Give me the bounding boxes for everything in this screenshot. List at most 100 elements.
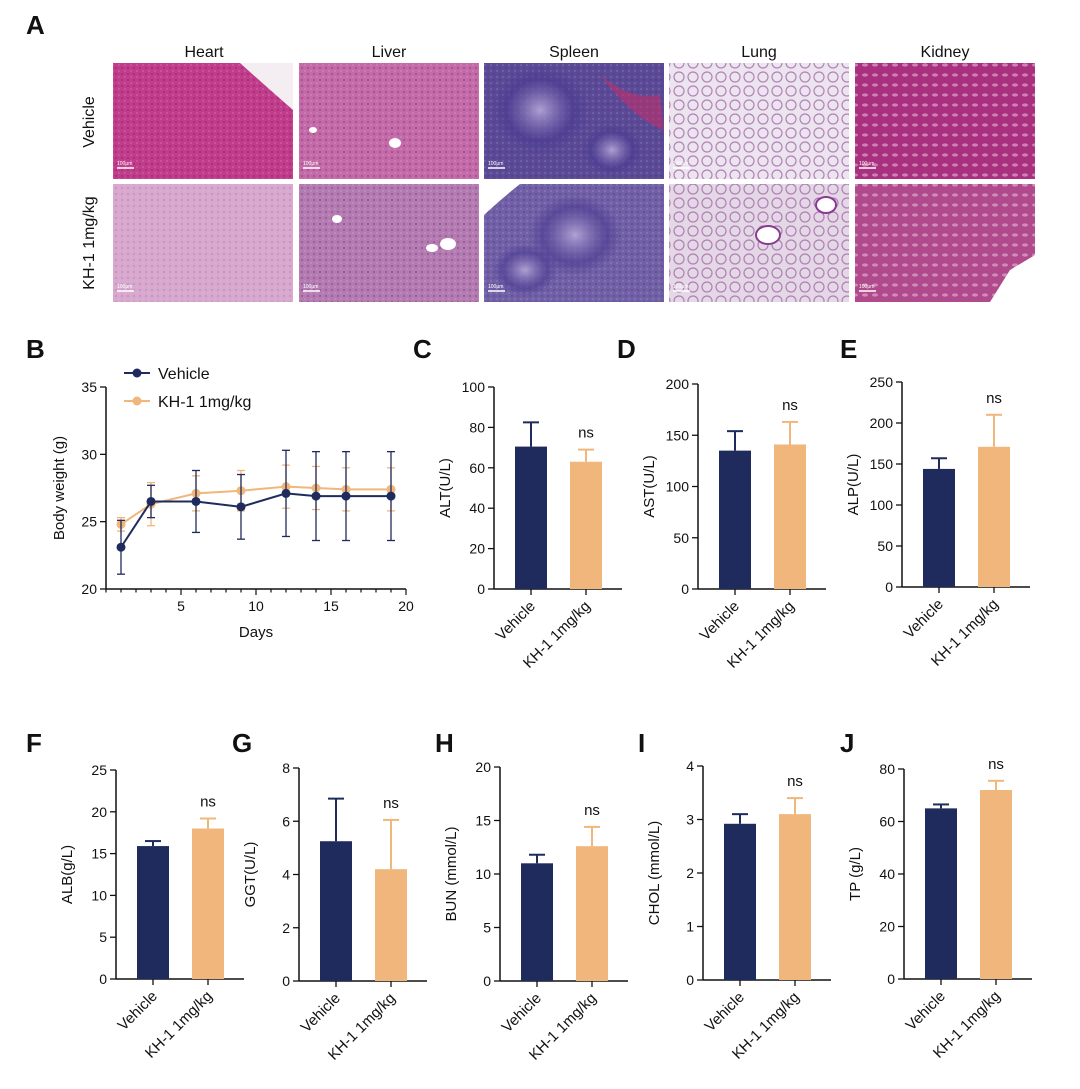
x-axis-label: Days [239,624,273,641]
bar-vehicle [719,450,751,589]
y-tick-label: 6 [282,813,290,829]
panel-label-i: I [638,728,645,758]
x-tick-label: 15 [323,598,339,614]
scale-bar-label: 100μm [673,161,688,167]
y-tick-label: 0 [686,972,694,988]
scale-bar-label: 100μm [117,284,132,290]
bar-kh1 [978,446,1010,587]
y-tick-label: 150 [666,427,690,443]
y-tick-label: 40 [469,500,485,516]
data-point [146,496,156,506]
y-tick-label: 10 [91,887,107,903]
bar-vehicle [925,808,957,979]
panel-label-b: B [26,334,45,364]
data-point [311,491,321,501]
significance-label: ns [383,795,399,812]
y-axis-label: CHOL (mmol/L) [646,821,663,925]
y-tick-label: 4 [686,758,694,774]
bar-kh1 [570,461,602,589]
y-tick-label: 0 [282,973,290,989]
legend: Vehicle KH-1 1mg/kg [124,366,251,411]
significance-label: ns [988,756,1004,773]
bar-vehicle [923,468,955,587]
category-label: Vehicle [115,988,161,1034]
y-axis-label: TP (g/L) [847,847,864,901]
body-weight-chart: 20 25 30 35 5 10 15 20 Days Body weight (g) Vehicl… [51,366,414,641]
series-vehicle [116,449,396,575]
data-point [236,502,246,512]
y-tick-label: 8 [282,760,290,776]
y-tick-label: 80 [469,419,485,435]
histology-tile-spleen-kh1 [484,184,664,302]
significance-label: ns [787,773,803,790]
scale-bar-label: 100μm [859,284,874,290]
y-tick-label: 50 [877,538,893,554]
bar-kh1 [774,444,806,589]
bar-vehicle [521,863,553,981]
histology-header-kidney: Kidney [921,44,970,61]
series-kh1 [116,464,396,532]
y-axis-label: ALB(g/L) [59,845,76,904]
significance-label: ns [200,793,216,810]
y-axis-label: BUN (mmol/L) [443,826,460,921]
y-tick-label: 2 [282,920,290,936]
bar-vehicle [320,841,352,981]
y-tick-label: 200 [870,415,894,431]
legend-marker [132,396,142,406]
y-tick-label: 5 [99,929,107,945]
bar-kh1 [375,869,407,981]
y-tick-label: 60 [879,814,895,830]
scale-bars: 100μm 100μm 100μm 100μm 100μm 100μm 100μ… [117,161,876,292]
category-label: Vehicle [702,989,748,1035]
histology-tile-heart-vehicle [113,63,293,179]
panel-label-j: J [840,728,854,758]
y-tick-label: 100 [462,379,486,395]
panel-label-d: D [617,334,636,364]
y-axis-label: Body weight (g) [51,436,68,540]
y-tick-label: 40 [879,866,895,882]
category-label: Vehicle [901,596,947,642]
y-tick-label: 250 [870,374,894,390]
y-tick-label: 5 [483,920,491,936]
category-label: Vehicle [697,598,743,644]
scale-bar-label: 100μm [303,284,318,290]
bar-kh1 [192,828,224,979]
scale-bar-label: 100μm [673,284,688,290]
y-tick-label: 0 [681,581,689,597]
y-tick-label: 150 [870,456,894,472]
data-point [341,491,351,501]
histology-tile-liver-kh1 [299,184,479,302]
data-point [191,496,201,506]
x-tick-label: 10 [248,598,264,614]
significance-label: ns [986,390,1002,407]
y-tick-label: 60 [469,460,485,476]
panel-label-a: A [26,10,45,40]
x-tick-label: 20 [398,598,414,614]
bar-kh1 [576,846,608,981]
y-tick-label: 0 [885,579,893,595]
scale-bar-label: 100μm [303,161,318,167]
legend-label: Vehicle [158,366,210,383]
y-tick-label: 20 [91,804,107,820]
y-tick-label: 1 [686,919,694,935]
y-tick-label: 15 [91,846,107,862]
panel-label-g: G [232,728,252,758]
histology-header-lung: Lung [741,44,777,61]
histology-tile-kidney-vehicle [855,63,1035,179]
y-tick-label: 3 [686,812,694,828]
panel-label-h: H [435,728,454,758]
histology-tile-heart-kh1 [113,184,293,302]
bar-vehicle [724,823,756,980]
panel-label-e: E [840,334,857,364]
histology-header-spleen: Spleen [549,44,599,61]
significance-label: ns [584,802,600,819]
y-tick-label: 100 [870,497,894,513]
y-tick-label: 80 [879,761,895,777]
y-axis-label: ALP(U/L) [845,454,862,516]
y-tick-label: 4 [282,867,290,883]
scale-bar-label: 100μm [859,161,874,167]
y-tick-label: 30 [81,446,97,462]
